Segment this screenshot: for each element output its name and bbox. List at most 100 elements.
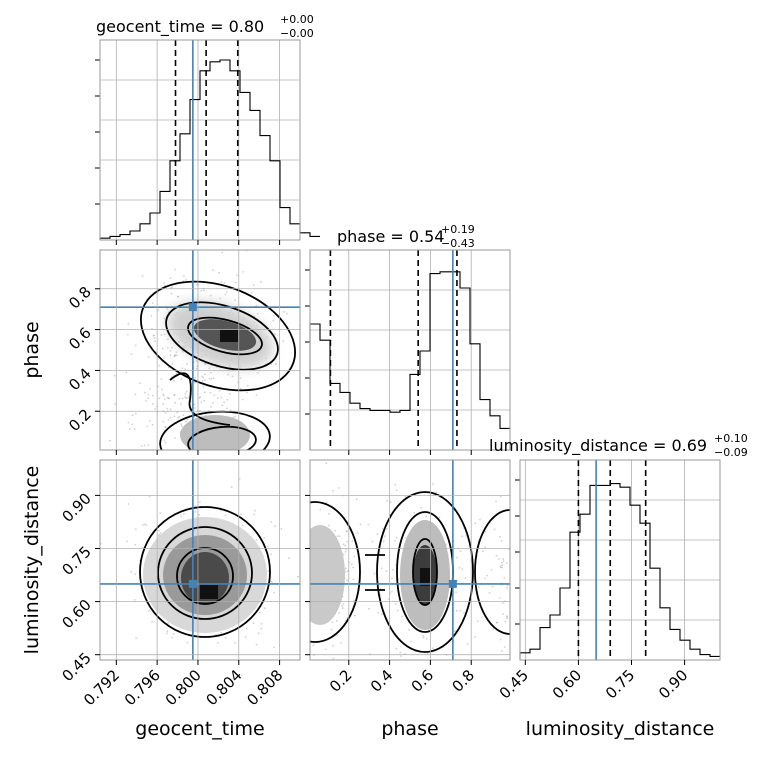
scatter-point	[166, 630, 169, 633]
scatter-point	[230, 486, 233, 488]
scatter-point	[184, 368, 187, 370]
scatter-point	[186, 363, 188, 365]
scatter-point	[344, 544, 347, 547]
scatter-point	[212, 401, 214, 404]
scatter-point	[286, 576, 288, 578]
title-geocent-time-minus: −0.00	[280, 27, 314, 40]
scatter-point	[171, 346, 174, 349]
scatter-point	[194, 511, 197, 513]
scatter-point	[283, 310, 285, 313]
scatter-point	[241, 398, 244, 401]
title-geocent-time-plus: +0.00	[280, 13, 314, 26]
scatter-point	[208, 377, 211, 380]
panel-frame	[519, 459, 721, 661]
scatter-point	[502, 558, 505, 560]
scatter-point	[255, 643, 258, 646]
scatter-point	[288, 635, 290, 637]
scatter-point	[298, 553, 300, 555]
scatter-point	[113, 374, 116, 377]
scatter-point	[147, 397, 150, 400]
scatter-point	[173, 393, 176, 396]
scatter-point	[302, 551, 304, 553]
scatter-point	[244, 636, 247, 639]
scatter-point	[521, 515, 523, 517]
scatter-point	[498, 558, 500, 560]
scatter-point	[352, 578, 355, 581]
scatter-point	[385, 528, 388, 530]
ytick-label-luminosity-distance: 0.75	[58, 543, 94, 579]
scatter-point	[488, 592, 491, 594]
scatter-point	[224, 514, 227, 517]
ytick-label-luminosity-distance: 0.60	[58, 596, 94, 632]
scatter-point	[438, 516, 441, 519]
scatter-point	[476, 620, 479, 623]
scatter-point	[246, 385, 249, 387]
scatter-point	[177, 416, 179, 419]
xtick-label-luminosity-distance: 0.90	[655, 666, 691, 702]
scatter-point	[514, 534, 516, 536]
scatter-point	[176, 411, 179, 414]
ytick-label-phase: 0.8	[65, 283, 95, 313]
scatter-point	[169, 354, 172, 356]
scatter-point	[484, 530, 487, 533]
scatter-point	[298, 595, 300, 597]
contours	[139, 506, 271, 638]
scatter-point	[162, 393, 165, 396]
scatter-point	[371, 540, 374, 543]
histogram-step-luminosity-distance	[519, 483, 720, 660]
scatter-point	[163, 394, 165, 397]
scatter-point	[495, 554, 498, 557]
scatter-point	[127, 421, 130, 424]
scatter-point	[344, 570, 347, 573]
scatter-point	[219, 297, 222, 300]
scatter-point	[273, 314, 275, 317]
scatter-point	[140, 445, 143, 447]
scatter-point	[338, 612, 340, 614]
scatter-point	[224, 637, 227, 639]
scatter-point	[465, 535, 467, 537]
scatter-point	[240, 513, 242, 516]
scatter-point	[351, 563, 353, 566]
scatter-point	[431, 647, 434, 650]
scatter-point	[180, 425, 183, 428]
scatter-point	[304, 579, 306, 581]
scatter-point	[387, 598, 390, 601]
title-luminosity-distance-minus: −0.09	[714, 446, 748, 459]
scatter-point	[334, 529, 337, 532]
scatter-point	[187, 396, 190, 399]
contour-bottom	[159, 410, 271, 450]
scatter-point	[164, 426, 167, 429]
scatter-point	[166, 632, 168, 635]
scatter-point	[162, 420, 165, 423]
scatter-point	[404, 537, 407, 539]
density-shading	[310, 520, 450, 630]
scatter-point	[515, 519, 517, 521]
scatter-point	[199, 396, 202, 398]
scatter-point	[220, 396, 223, 399]
scatter-point	[359, 523, 362, 526]
scatter-point	[274, 525, 276, 528]
scatter-point	[185, 420, 188, 423]
scatter-point	[167, 419, 170, 421]
scatter-point	[186, 418, 189, 421]
scatter-point	[381, 527, 384, 530]
ytick-label-luminosity-distance: 0.90	[58, 489, 94, 525]
scatter-point	[499, 496, 502, 498]
scatter-point	[142, 524, 144, 526]
scatter-panel-geocent-time-luminosity-distance	[100, 460, 300, 660]
scatter-point	[166, 396, 169, 399]
scatter-point	[221, 251, 224, 254]
scatter-point	[296, 577, 298, 579]
scatter-point	[395, 536, 398, 539]
scatter-point	[165, 425, 167, 428]
scatter-point	[392, 568, 394, 571]
scatter-point	[223, 281, 226, 284]
scatter-point	[210, 372, 212, 374]
scatter-point	[134, 393, 137, 396]
scatter-point	[114, 403, 116, 405]
scatter-point	[415, 665, 417, 667]
scatter-point	[422, 636, 425, 639]
scatter-point	[164, 441, 167, 444]
scatter-point	[307, 624, 309, 626]
scatter-point	[154, 340, 157, 342]
